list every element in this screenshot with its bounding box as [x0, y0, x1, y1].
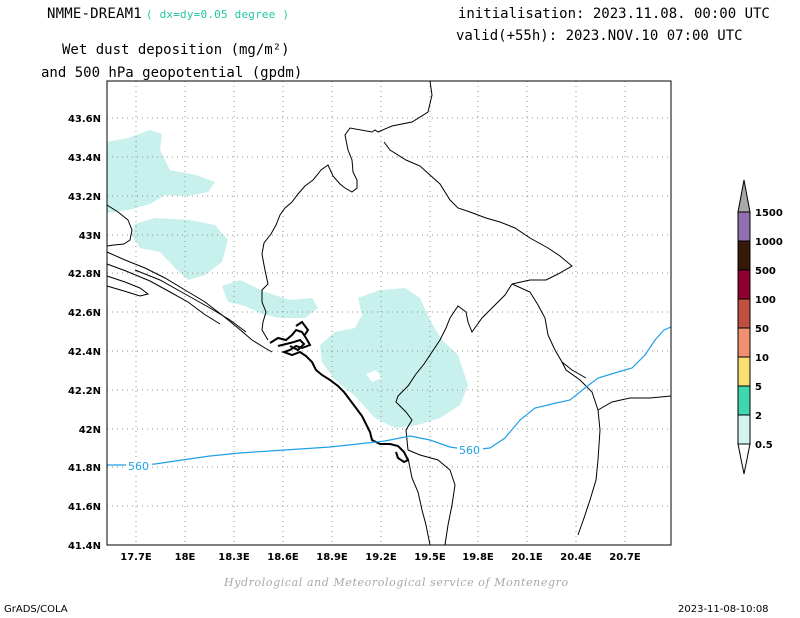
country-borders — [106, 80, 672, 546]
colorbar-swatch-1000-1500 — [737, 211, 751, 242]
contour-label-bg-east — [457, 443, 483, 456]
lon-label: 17.7E — [120, 552, 152, 563]
border-albania-kosovo — [561, 361, 587, 379]
colorbar-label: 0.5 — [755, 440, 773, 451]
colorbar-swatch-100-500 — [737, 269, 751, 300]
lat-label: 43N — [79, 231, 101, 242]
colorbar-label: 2 — [755, 411, 762, 422]
initialisation-time: initialisation: 2023.11.08. 00:00 UTC — [458, 6, 770, 22]
lon-label: 19.2E — [365, 552, 397, 563]
border-serbia-montenegro — [383, 141, 573, 285]
colorbar-swatch-0.5-2 — [737, 414, 751, 445]
model-name: NMME-DREAM1 — [47, 6, 142, 22]
credit-text: Hydrological and Meteorological service … — [224, 576, 569, 589]
lat-label: 41.4N — [68, 541, 101, 552]
lat-label: 42.2N — [68, 386, 101, 397]
valid-time: valid(+55h): 2023.NOV.10 07:00 UTC — [456, 28, 743, 44]
border-croatia-bih — [106, 204, 133, 247]
deposition-areas — [107, 130, 468, 428]
lon-label: 20.4E — [560, 552, 592, 563]
lon-label: 18.3E — [218, 552, 250, 563]
colorbar-swatch-10-50 — [737, 327, 751, 358]
border-albania-inland — [407, 449, 456, 546]
map-frame — [106, 80, 672, 546]
contour-label-560-west: 560 — [128, 460, 149, 473]
border-kosovo-serbia — [511, 283, 601, 536]
deposition-area-west — [132, 218, 228, 280]
lat-label: 42N — [79, 425, 101, 436]
border-bih-montenegro — [261, 80, 433, 341]
lon-label: 18.6E — [267, 552, 299, 563]
generation-timestamp: 2023-11-08-10:08 — [678, 604, 769, 615]
coastline-lake — [295, 320, 310, 337]
colorbar-label: 1000 — [755, 237, 783, 248]
lon-label: 20.1E — [511, 552, 543, 563]
lat-label: 43.6N — [68, 114, 101, 125]
colorbar-label: 1500 — [755, 208, 783, 219]
border-north-macedonia — [597, 395, 672, 411]
lon-label: 19.5E — [414, 552, 446, 563]
montenegro-coastline — [269, 320, 410, 464]
coastline-croatia-south — [134, 269, 247, 333]
software-credit: GrADS/COLA — [4, 604, 68, 615]
colorbar-label: 500 — [755, 266, 776, 277]
deposition-gap — [366, 370, 382, 382]
coastline-croatia-islands — [106, 263, 221, 325]
lon-label: 18.9E — [316, 552, 348, 563]
colorbar-swatch-2-5 — [737, 385, 751, 416]
contour-label-560-east: 560 — [459, 444, 480, 457]
coastline-peljesac — [106, 275, 150, 297]
field-title-line2: and 500 hPa geopotential (gpdm) — [41, 65, 303, 81]
lat-label: 43.4N — [68, 153, 101, 164]
lon-label: 20.7E — [609, 552, 641, 563]
longitude-labels: 17.7E 18E 18.3E 18.6E 18.9E 19.2E 19.5E … — [120, 552, 641, 563]
lat-label: 41.8N — [68, 463, 101, 474]
colorbar-swatch-500-1000 — [737, 240, 751, 271]
lat-label: 43.2N — [68, 192, 101, 203]
border-montenegro-kosovo — [395, 283, 513, 451]
model-title: NMME-DREAM1( dx=dy=0.05 degree ) — [47, 6, 289, 22]
lat-label: 42.8N — [68, 269, 101, 280]
colorbar-swatch-50-100 — [737, 298, 751, 329]
field-title-line1: Wet dust deposition (mg/m²) — [62, 42, 290, 58]
colorbar-label: 10 — [755, 353, 769, 364]
latitude-labels: 43.6N 43.4N 43.2N 43N 42.8N 42.6N 42.4N … — [68, 114, 101, 552]
lat-label: 42.4N — [68, 347, 101, 358]
deposition-area-northwest — [107, 130, 215, 213]
lon-label: 18E — [175, 552, 196, 563]
grid-lines — [107, 81, 671, 545]
coastline-inner-bay — [277, 338, 306, 352]
border-albania-coast-south — [407, 457, 431, 546]
lat-label: 42.6N — [68, 308, 101, 319]
colorbar-label: 5 — [755, 382, 762, 393]
lon-label: 19.8E — [462, 552, 494, 563]
deposition-area-coast — [222, 280, 318, 318]
colorbar-swatch-5-10 — [737, 356, 751, 387]
lat-label: 41.6N — [68, 502, 101, 513]
colorbar-label: 100 — [755, 295, 776, 306]
colorbar — [737, 179, 751, 475]
coastline-croatia-north — [106, 251, 273, 353]
deposition-area-inland — [320, 288, 468, 428]
colorbar-labels: 1500 1000 500 100 50 10 5 2 0.5 — [755, 208, 783, 451]
colorbar-label: 50 — [755, 324, 769, 335]
contour-label-bg-west — [126, 459, 152, 472]
colorbar-bottom-arrow — [737, 443, 751, 475]
model-resolution: ( dx=dy=0.05 degree ) — [145, 8, 290, 21]
colorbar-top-arrow — [737, 179, 751, 213]
